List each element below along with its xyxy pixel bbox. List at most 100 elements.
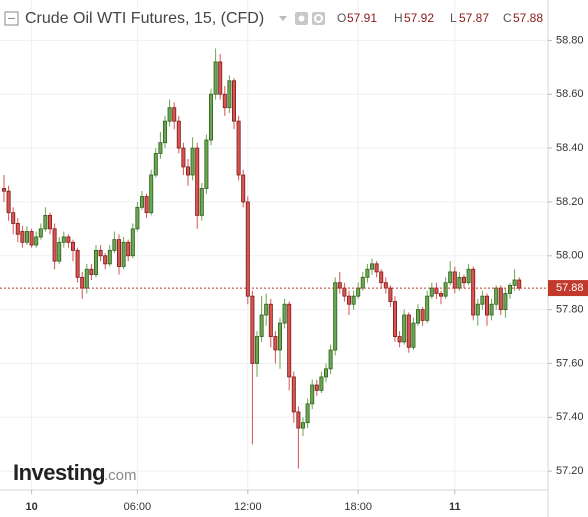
candle-body: [466, 268, 471, 284]
brand-suffix: .com: [104, 467, 137, 484]
candle-body: [346, 295, 351, 305]
candle-body: [328, 349, 333, 370]
candle-body: [57, 241, 62, 262]
candle-body: [420, 309, 425, 321]
ohlc-letter: L: [450, 11, 457, 25]
candle-body: [310, 384, 315, 405]
candle-body: [365, 268, 370, 278]
open-value: 57.91: [347, 11, 377, 25]
candle-body: [457, 276, 462, 289]
candle-body: [475, 303, 480, 316]
last-price-label: 57.88: [556, 282, 584, 294]
candle-body: [75, 249, 80, 278]
candle-body: [323, 368, 328, 378]
candle-body: [195, 147, 200, 216]
y-tick-label: 58.60: [556, 88, 584, 100]
candle-body: [117, 239, 122, 267]
candle-body: [484, 295, 489, 316]
candle-body: [517, 279, 522, 289]
candle-body: [300, 422, 305, 429]
candle-body: [204, 139, 209, 189]
candle-body: [181, 147, 186, 168]
candle-body: [89, 268, 94, 276]
chart-title: Crude Oil WTI Futures, 15, (CFD): [25, 10, 264, 27]
candle-body: [153, 153, 158, 176]
candle-body: [415, 309, 420, 324]
candle-body: [71, 241, 76, 251]
candle-body: [236, 120, 241, 176]
candle-body: [227, 80, 232, 109]
candle-body: [314, 384, 319, 391]
candle-body: [94, 249, 99, 276]
candle-body: [452, 271, 457, 289]
candle-body: [383, 282, 388, 289]
candle-body: [402, 314, 407, 343]
candle-body: [208, 93, 213, 141]
x-tick-label: 11: [449, 501, 461, 513]
last-price-box: [548, 280, 588, 297]
candle-body: [139, 196, 144, 208]
candle-body: [245, 201, 250, 297]
candle-body: [369, 263, 374, 270]
x-tick-label: 18:00: [344, 501, 372, 513]
y-tick-label: 57.20: [556, 465, 584, 477]
candle-body: [199, 188, 204, 216]
dropdown-arrow[interactable]: [279, 16, 287, 21]
candle-body: [24, 231, 29, 243]
candle-body: [264, 303, 269, 316]
y-tick-label: 58.00: [556, 250, 584, 262]
ohlc-letter: O: [337, 11, 346, 25]
candle-body: [443, 282, 448, 297]
x-tick-label: 06:00: [124, 501, 152, 513]
y-tick-label: 57.60: [556, 357, 584, 369]
candle-body: [34, 236, 39, 246]
candle-body: [273, 336, 278, 351]
candle-body: [190, 147, 195, 176]
candle-body: [126, 241, 131, 257]
candle-body: [80, 276, 85, 289]
candle-body: [213, 61, 218, 95]
x-tick-label: 10: [25, 501, 37, 513]
candle-body: [254, 336, 259, 364]
candle-body: [52, 228, 57, 262]
candle-body: [185, 166, 190, 176]
candle-body: [406, 314, 411, 348]
candle-body: [38, 228, 43, 238]
high-value: 57.92: [404, 11, 434, 25]
candle-body: [112, 239, 117, 251]
candle-body: [480, 295, 485, 305]
candle-body: [342, 287, 347, 297]
candle-body: [388, 287, 393, 302]
candle-body: [11, 212, 16, 224]
candle-body: [360, 276, 365, 289]
low-value: 57.87: [459, 11, 489, 25]
candle-body: [471, 268, 476, 316]
candle-body: [158, 142, 163, 154]
candle-body: [61, 236, 66, 243]
candle-body: [222, 93, 227, 109]
candle-body: [411, 322, 416, 348]
candle-body: [130, 228, 135, 257]
candle-body: [107, 249, 112, 265]
candle-body: [461, 276, 466, 284]
candle-body: [84, 268, 89, 289]
candle-body: [103, 255, 108, 265]
candle-body: [351, 295, 356, 305]
candle-body: [250, 295, 255, 364]
candle-body: [356, 287, 361, 297]
candle-body: [43, 214, 48, 230]
settings-button[interactable]: [312, 12, 325, 25]
candle-body: [66, 236, 71, 243]
candle-body: [149, 174, 154, 214]
ohlc-letter: H: [394, 11, 403, 25]
candle-body: [512, 279, 517, 286]
candle-body: [268, 303, 273, 337]
x-tick-label: 12:00: [234, 501, 262, 513]
y-tick-label: 58.40: [556, 142, 584, 154]
candle-body: [337, 282, 342, 289]
candle-body: [172, 107, 177, 122]
y-tick-label: 57.80: [556, 304, 584, 316]
candle-body: [448, 271, 453, 284]
candle-body: [507, 284, 512, 294]
candle-body: [287, 303, 292, 378]
